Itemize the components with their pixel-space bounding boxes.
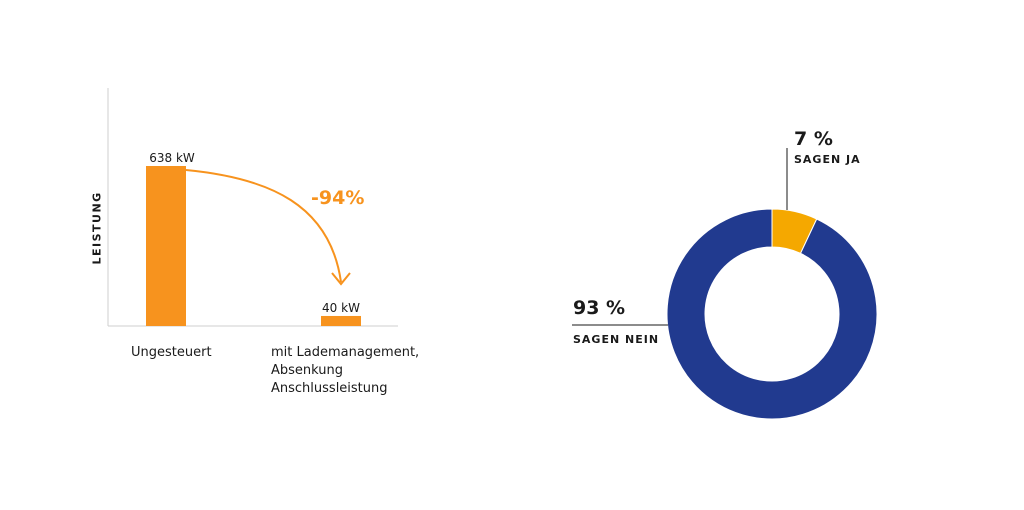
reduction-arrow	[185, 169, 342, 283]
bar-1	[321, 315, 361, 326]
donut-slice-no	[666, 208, 878, 420]
bar-value-label-0: 638 kW	[149, 151, 195, 165]
slice-yes-label: SAGEN JA	[794, 153, 861, 166]
slice-no-value: 93 %	[573, 297, 626, 319]
bar-0	[146, 166, 186, 326]
slice-yes-value: 7 %	[794, 128, 833, 150]
reduction-arrow-head	[331, 272, 351, 286]
reduction-label: -94%	[311, 187, 365, 209]
slice-no-label: SAGEN NEIN	[573, 333, 660, 346]
bar-chart: 638 kW 40 kW	[107, 88, 398, 327]
bar-value-label-1: 40 kW	[322, 301, 360, 315]
category-label-uncontrolled: Ungesteuert	[131, 345, 212, 360]
category-label-managed: mit Lademanagement, Absenkung Anschlussl…	[271, 345, 420, 396]
